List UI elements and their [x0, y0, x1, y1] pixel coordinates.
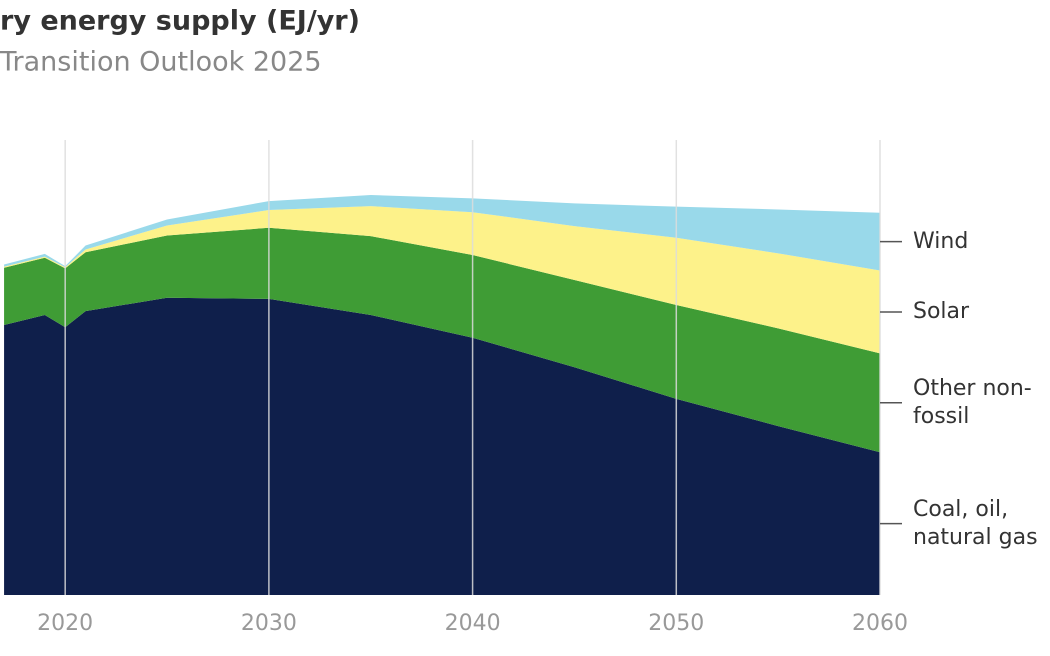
- x-tick-label: 2030: [241, 611, 297, 636]
- x-tick-label: 2060: [852, 611, 908, 636]
- x-tick-label: 2020: [37, 611, 93, 636]
- legend-label: Wind: [913, 228, 969, 254]
- area: [4, 206, 880, 354]
- legend-label: Other non-fossil: [913, 375, 1032, 429]
- area: [4, 227, 880, 453]
- x-tick-label: 2050: [648, 611, 704, 636]
- x-tick-label: 2040: [445, 611, 501, 636]
- area: [4, 297, 880, 595]
- legend-label: Coal, oil, natural gas: [913, 496, 1038, 550]
- area: [4, 195, 880, 271]
- chart-title: ry energy supply (EJ/yr): [0, 6, 360, 37]
- chart-subtitle: Transition Outlook 2025: [0, 47, 322, 78]
- legend-label: Solar: [913, 298, 970, 324]
